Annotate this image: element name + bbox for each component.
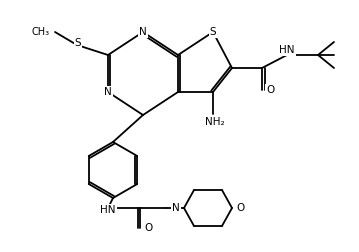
Text: HN: HN: [100, 205, 116, 215]
Text: HN: HN: [279, 45, 295, 55]
Text: CH₃: CH₃: [32, 27, 50, 37]
Text: S: S: [75, 38, 81, 48]
Text: N: N: [172, 203, 180, 213]
Text: N: N: [104, 87, 112, 97]
Text: NH₂: NH₂: [205, 117, 225, 127]
Text: O: O: [266, 85, 274, 95]
Text: O: O: [144, 223, 152, 233]
Text: S: S: [210, 27, 216, 37]
Text: O: O: [236, 203, 244, 213]
Text: N: N: [139, 27, 147, 37]
